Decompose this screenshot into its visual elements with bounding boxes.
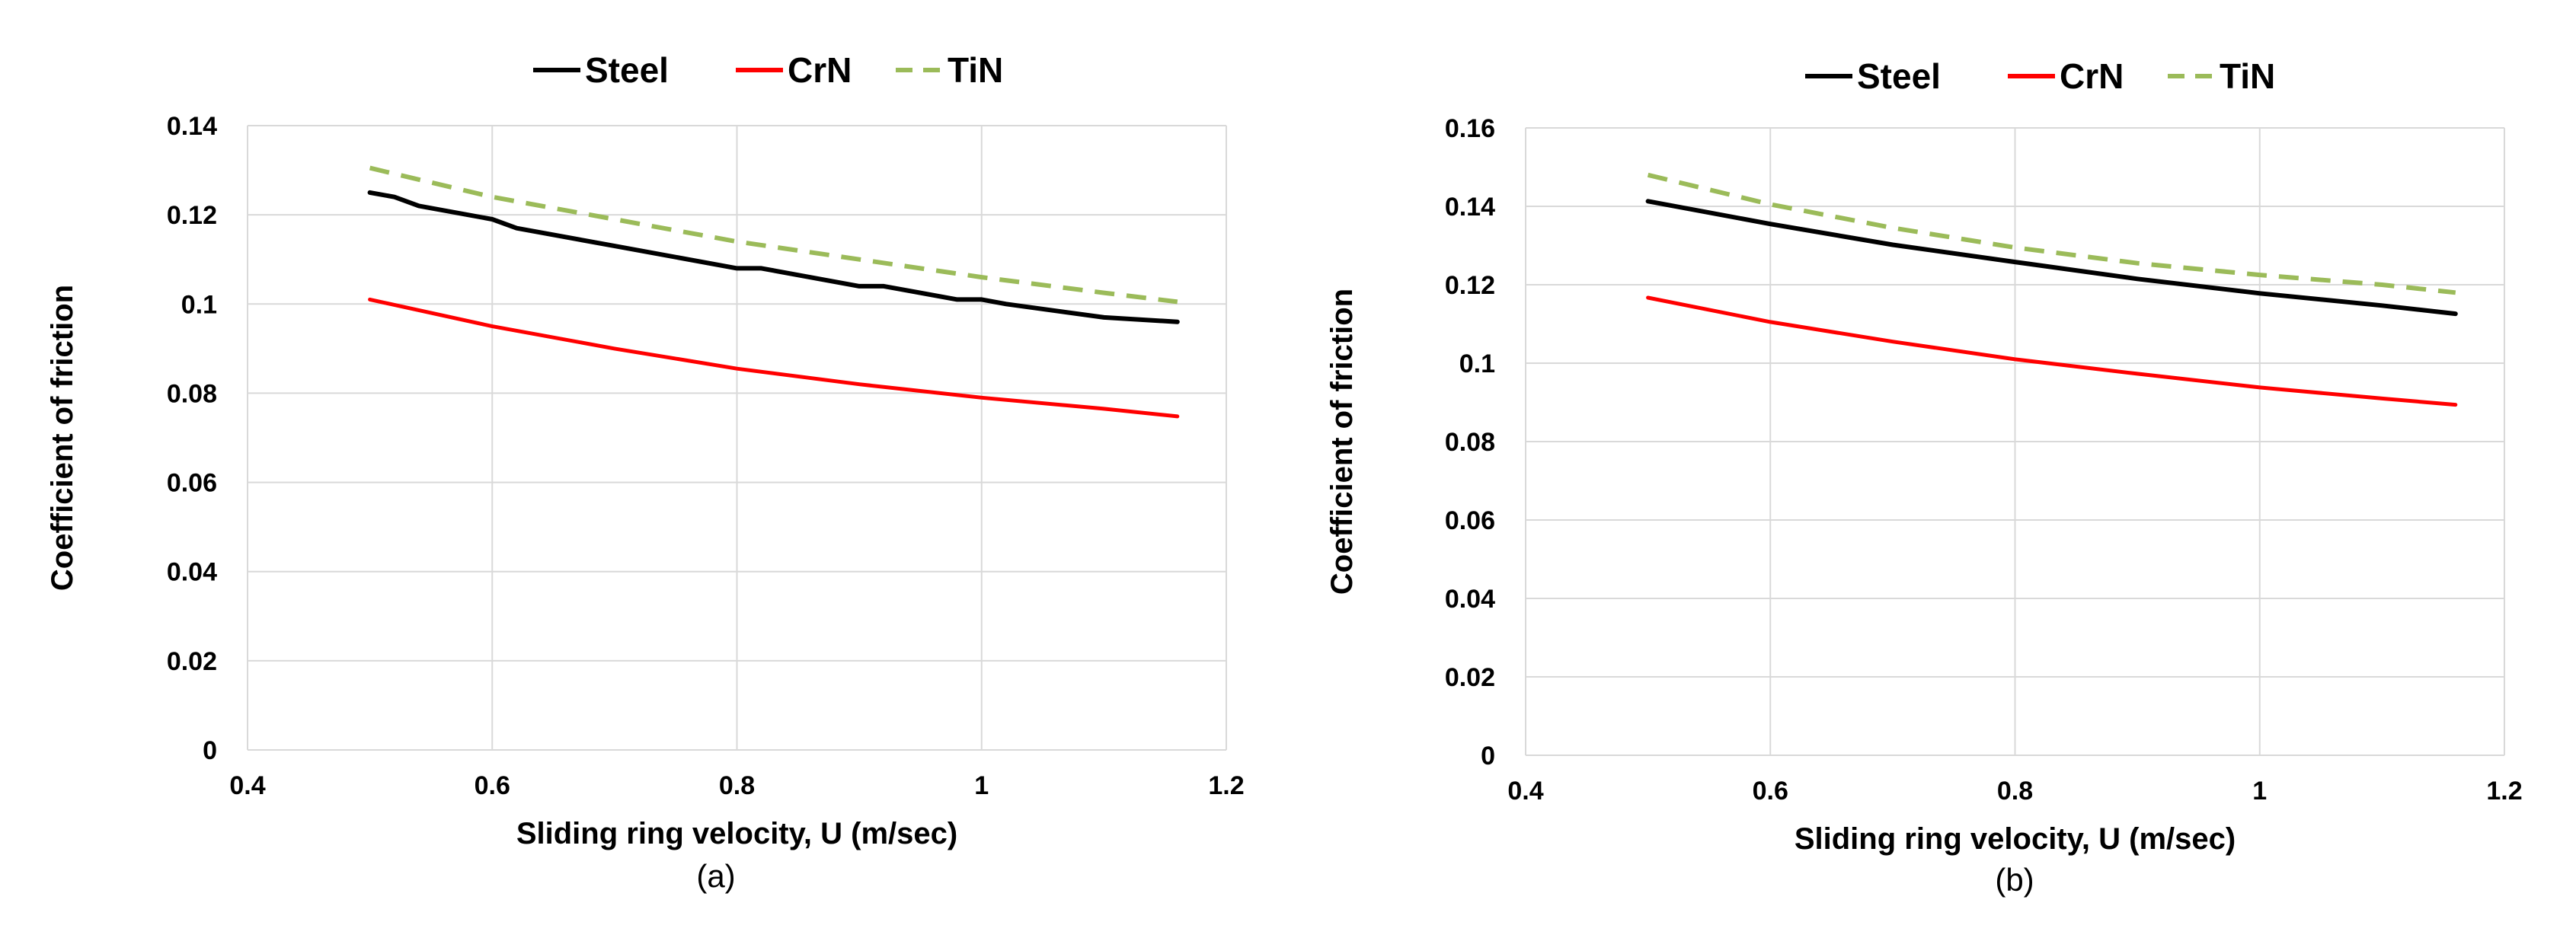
y-tick-label: 0.1 [181, 290, 217, 319]
y-axis-title: Coefficient of friction [1325, 289, 1359, 595]
legend-label-crn: CrN [2060, 56, 2124, 96]
y-tick-label: 0.06 [167, 469, 217, 498]
y-tick-label: 0.1 [1459, 349, 1495, 378]
y-tick-label: 0.14 [1445, 193, 1495, 222]
panel-caption: (a) [696, 858, 735, 894]
series-line-tin [1647, 172, 2456, 295]
y-tick-label: 0.12 [1445, 271, 1495, 300]
x-tick-label: 0.8 [1997, 777, 2033, 806]
y-tick-label: 0.08 [167, 379, 217, 408]
series-line-steel [367, 190, 1180, 324]
x-tick-label: 0.4 [229, 771, 265, 800]
legend-label-tin: TiN [2220, 56, 2275, 96]
y-tick-label: 0.02 [1445, 663, 1495, 692]
x-tick-label: 0.8 [719, 771, 755, 800]
legend-label-steel: Steel [585, 50, 669, 90]
y-tick-label: 0.14 [167, 112, 217, 141]
x-tick-label: 0.6 [475, 771, 510, 800]
x-tick-label: 1 [2252, 777, 2267, 806]
y-tick-label: 0.04 [167, 558, 217, 587]
y-axis-title: Coefficient of friction [46, 285, 79, 591]
chart-panel-a: 0.4 0.6 0.8 1 1.2 0 0.02 0.04 0.06 0.08 0.1 0.12 0.1… [46, 50, 1245, 894]
series-line-tin [369, 165, 1178, 305]
x-tick-label: 0.6 [1753, 777, 1788, 806]
legend-label-tin: TiN [948, 50, 1003, 90]
x-tick-label: 0.4 [1507, 777, 1543, 806]
series-line-crn [1646, 295, 2458, 407]
series-line-crn [368, 297, 1180, 419]
y-tick-label: 0 [203, 736, 217, 765]
y-tick-label: 0.12 [167, 201, 217, 230]
y-tick-label: 0.08 [1445, 428, 1495, 457]
legend-label-steel: Steel [1857, 56, 1941, 96]
chart-panel-b: 0.4 0.6 0.8 1 1.2 0 0.02 0.04 0.06 0.08 0.1 0.12 0.1… [1325, 56, 2523, 898]
legend-label-crn: CrN [788, 50, 852, 90]
y-tick-label: 0 [1481, 742, 1495, 770]
x-tick-label: 1.2 [1208, 771, 1244, 800]
x-axis-title: Sliding ring velocity, U (m/sec) [1795, 822, 2236, 856]
x-axis-title: Sliding ring velocity, U (m/sec) [516, 817, 957, 850]
y-tick-label: 0.06 [1445, 506, 1495, 535]
y-tick-label: 0.16 [1445, 114, 1495, 143]
x-tick-label: 1.2 [2486, 777, 2522, 806]
y-tick-label: 0.02 [167, 647, 217, 676]
x-tick-label: 1 [974, 771, 989, 800]
y-tick-label: 0.04 [1445, 585, 1495, 614]
series-line-steel [1645, 199, 2458, 317]
panel-caption: (b) [1995, 862, 2034, 898]
